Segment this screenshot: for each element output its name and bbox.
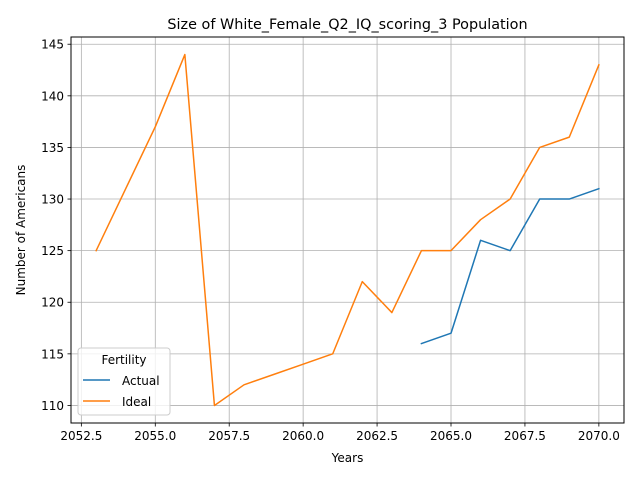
legend-title: Fertility	[101, 353, 146, 367]
y-tick-label: 130	[41, 193, 64, 207]
legend-label-actual: Actual	[122, 374, 160, 388]
y-tick-label: 125	[41, 244, 64, 258]
y-tick-label: 110	[41, 399, 64, 413]
x-axis-label: Years	[331, 451, 364, 465]
x-tick-label: 2065.0	[430, 429, 472, 443]
x-tick-label: 2060.0	[282, 429, 324, 443]
y-tick-label: 145	[41, 38, 64, 52]
x-tick-label: 2057.5	[208, 429, 250, 443]
x-tick-label: 2067.5	[504, 429, 546, 443]
y-tick-label: 135	[41, 141, 64, 155]
x-tick-label: 2070.0	[578, 429, 620, 443]
y-tick-label: 140	[41, 89, 64, 103]
chart-title: Size of White_Female_Q2_IQ_scoring_3 Pop…	[167, 17, 527, 33]
legend-label-ideal: Ideal	[122, 395, 151, 409]
x-tick-label: 2062.5	[356, 429, 398, 443]
y-tick-label: 115	[41, 347, 64, 361]
x-tick-label: 2052.5	[60, 429, 102, 443]
x-tick-label: 2055.0	[134, 429, 176, 443]
legend: Fertility Actual Ideal	[78, 348, 170, 415]
y-axis-label: Number of Americans	[14, 165, 28, 296]
y-tick-label: 120	[41, 296, 64, 310]
